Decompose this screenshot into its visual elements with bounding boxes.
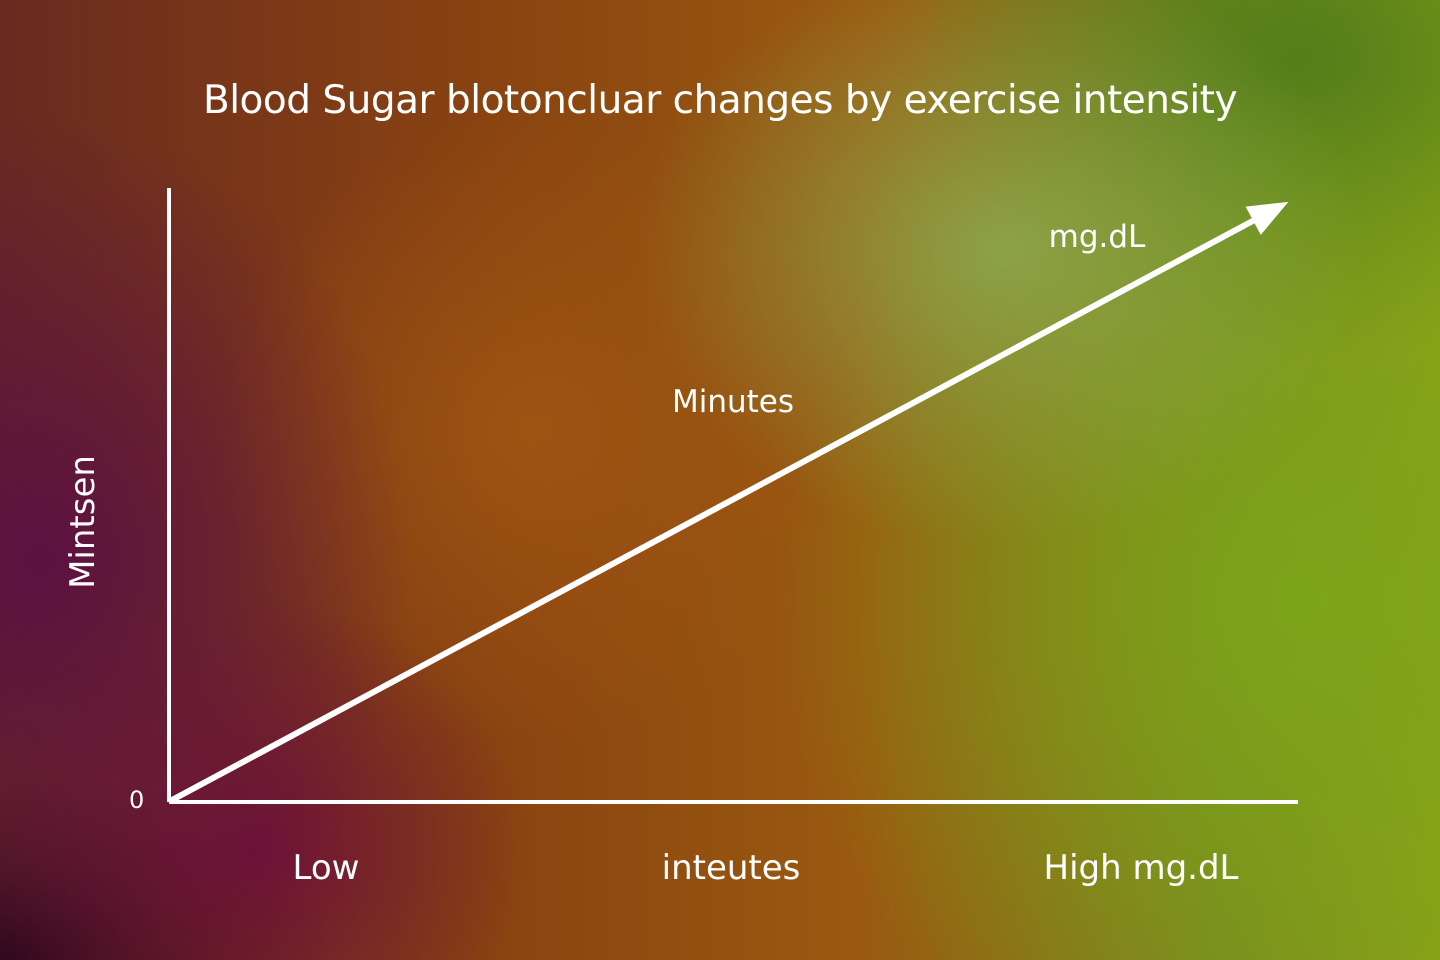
- x-tick-middle: inteutes: [661, 848, 801, 888]
- x-tick-high: High mg.dL: [1043, 848, 1239, 888]
- annotation-mg-dl: mg.dL: [1048, 219, 1146, 255]
- series-line-trend: [169, 213, 1265, 803]
- y-axis-label: Mintsen: [63, 455, 103, 589]
- chart-title: Blood Sugar blotoncluar changes by exerc…: [202, 78, 1238, 123]
- annotation-minutes: Minutes: [671, 384, 795, 420]
- series-arrowhead-trend: [1245, 201, 1289, 235]
- y-tick-zero: 0: [129, 786, 145, 814]
- x-tick-low: Low: [292, 848, 360, 888]
